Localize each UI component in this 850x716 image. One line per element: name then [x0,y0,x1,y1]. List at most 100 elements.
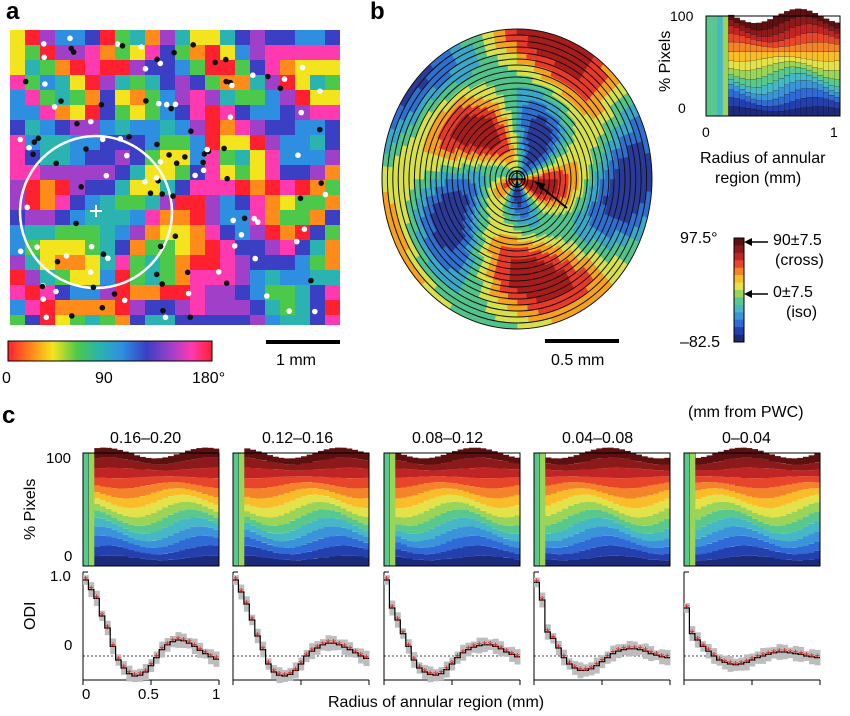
pinwheel-center-dot [159,281,165,287]
pinwheel-center-dot [22,78,29,85]
pinwheel-center-dot [40,296,46,303]
odi-data-point: * [744,655,749,670]
odi-data-point: * [187,636,192,651]
pinwheel-center-dot [160,307,166,314]
pinwheel-center-dot [163,101,170,108]
pinwheel-center-dot [264,293,270,299]
panel-c-title-2: 0.12–0.16 [262,430,334,447]
pinwheel-center-dot [281,76,288,82]
odi-data-point: * [331,636,336,651]
odi-data-point: * [695,633,700,648]
pinwheel-center-dot [241,215,248,222]
inset-xlabel-line2: region (mm) [715,170,802,187]
panel-c-ytick-0: 0 [64,548,73,565]
panel-b-letter: b [370,0,385,25]
pinwheel-center-dot [153,175,160,181]
odi-data-point: * [315,641,320,656]
odi-data-point: * [711,649,716,664]
pinwheel-center-dot [227,114,234,120]
odi-data-point: * [233,573,238,588]
odi-step-line [684,607,820,666]
pinwheel-center-dot [294,238,300,245]
odi-data-point: * [771,646,776,661]
odi-data-point: * [255,629,260,644]
odi-data-point: * [545,625,550,640]
odi-data-point: * [509,647,514,662]
pinwheel-center-dot [297,195,304,202]
odi-data-point: * [477,639,482,654]
pinwheel-center-dot [117,136,124,142]
odi-data-point: * [648,647,653,662]
odi-data-point: * [266,657,271,672]
pinwheel-center-dot [43,314,50,321]
pinwheel-center-dot [298,109,305,116]
pinwheel-center-dot [26,144,32,151]
odi-data-point: * [277,668,282,683]
panel-c-title-1: 0.16–0.20 [110,430,182,447]
pinwheel-center-dot [41,54,47,61]
inset-xtick-1: 1 [830,124,838,140]
pinwheel-center-dot [229,82,235,89]
pinwheel-center-dot [88,118,94,125]
pinwheel-center-dot [68,45,75,52]
pinwheel-center-dot [312,308,318,315]
odi-data-point: * [99,609,104,624]
odi-data-point: * [422,665,427,680]
odi-data-point: * [121,661,126,676]
odi-step-line [384,579,520,676]
pinwheel-center-dot [172,101,179,108]
pinwheel-center-dot [318,180,325,186]
inset-ytick-0: 0 [678,100,686,116]
pinwheel-center-dot [168,105,174,112]
orientation-map [10,30,340,325]
pinwheel-center-dot [138,44,145,50]
pinwheel-center-dot [295,152,301,158]
pinwheel-center-dot [99,304,106,311]
pinwheel-center-dot [188,128,194,134]
odi-data-point: * [127,667,132,682]
odi-data-point: * [482,638,487,653]
odi-data-point: * [722,655,727,670]
odi-data-point: * [411,653,416,668]
odi-data-point: * [428,667,433,682]
odi-data-point: * [214,652,219,667]
pinwheel-center-dot [201,151,208,157]
odi-data-point: * [116,653,121,668]
inset-xtick-0: 0 [702,124,710,140]
odi-data-point: * [540,593,545,608]
hue-tick-90: 90 [95,370,113,387]
colorbar-top-label: 97.5° [680,230,718,247]
odi-data-point: * [288,667,293,682]
scalebar-b-label: 0.5 mm [551,352,605,369]
panel-c-letter: c [2,402,16,429]
odi-data-point: * [594,659,599,674]
odi-data-point: * [208,650,213,665]
odi-data-point: * [684,601,689,616]
stacked-histogram [683,447,821,567]
inset-stacked-chart [705,8,841,117]
odi-data-point: * [244,597,249,612]
odi-data-point: * [466,643,471,658]
ocular-dominance-disk [381,28,653,330]
odi-data-point: * [659,650,664,665]
odi-data-point: * [444,663,449,678]
odi-data-point: * [561,651,566,666]
odi-data-point: * [550,631,555,646]
odi-data-point: * [815,651,820,666]
odi-data-point: * [170,635,175,650]
pinwheel-center-dot [121,297,128,304]
pinwheel-center-dot [124,152,130,159]
odi-data-point: * [154,651,159,666]
pinwheel-center-dot [74,120,80,127]
colorbar-bottom-label: –82.5 [680,334,721,351]
odi-data-point: * [572,661,577,676]
pinwheel-center-dot [156,100,162,107]
pinwheel-center-dot [182,154,188,160]
pinwheel-center-dot [238,232,245,238]
arrow-pointer-icon [534,181,568,209]
pinwheel-center-dot [157,243,164,250]
odi-data-point: * [632,642,637,657]
xtick-0: 0 [82,686,91,703]
pinwheel-center-dot [286,308,293,314]
odi-data-point: * [616,644,621,659]
